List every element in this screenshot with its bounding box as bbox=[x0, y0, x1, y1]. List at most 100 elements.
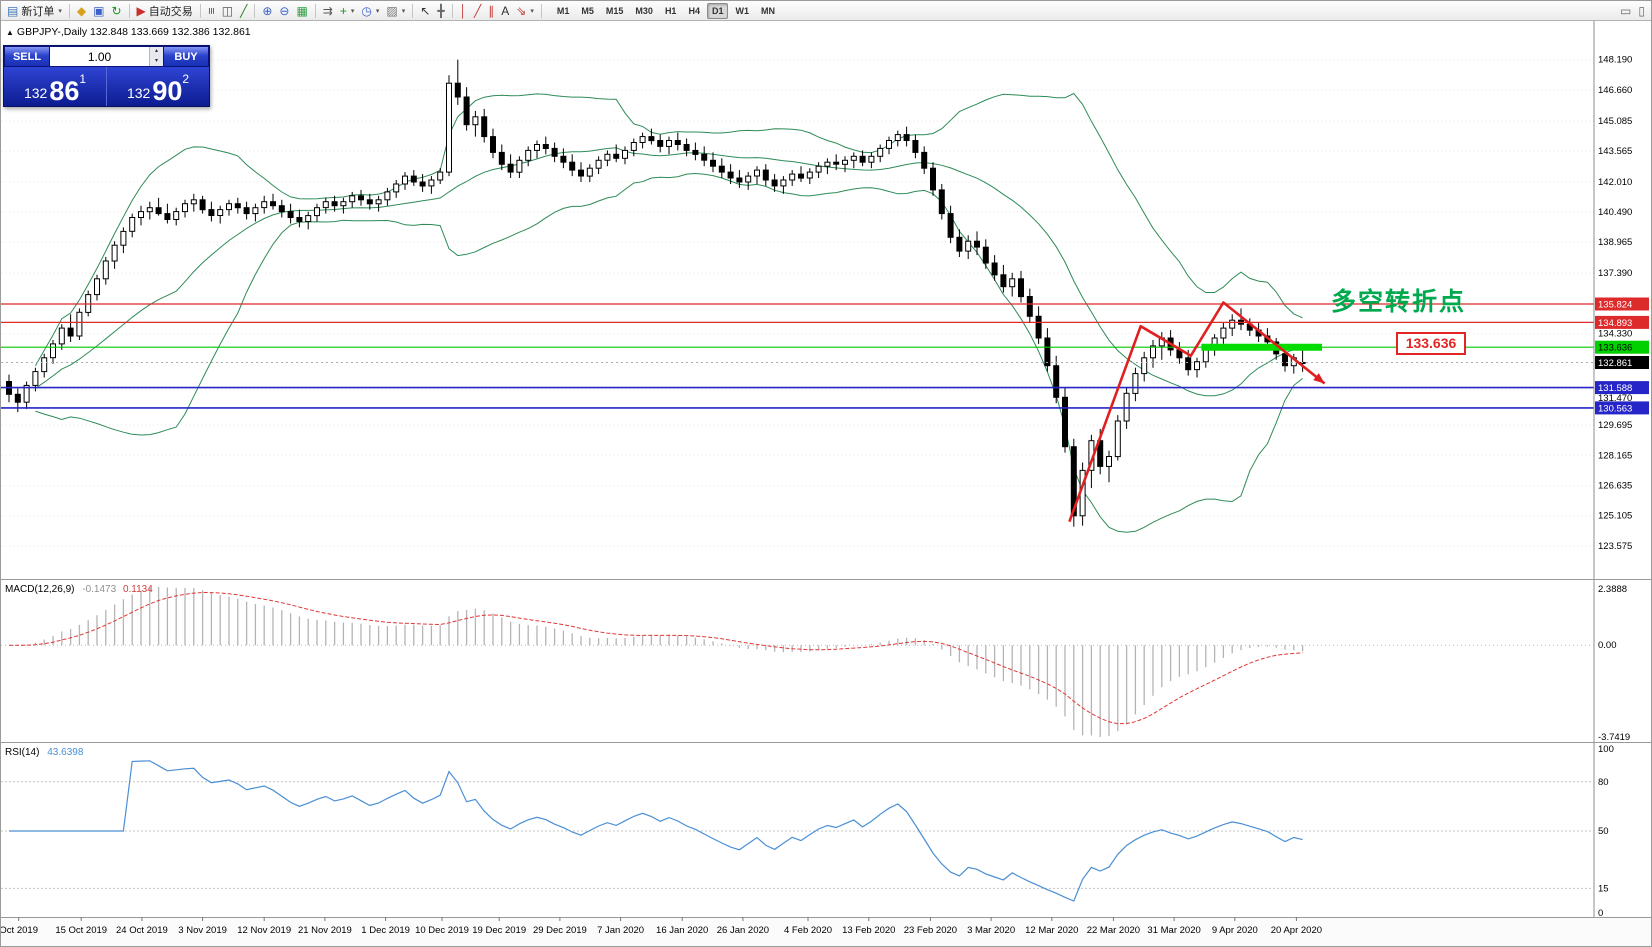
templates-button[interactable]: ▨ ▾ bbox=[383, 4, 408, 18]
chart-window-button[interactable]: ◆ bbox=[74, 4, 89, 18]
refresh-icon: ↻ bbox=[111, 3, 122, 18]
svg-text:15 Oct 2019: 15 Oct 2019 bbox=[55, 925, 107, 936]
dropdown-caret-icon: ▾ bbox=[401, 7, 406, 15]
timeframe-mn-button[interactable]: MN bbox=[760, 5, 775, 16]
autotrading-button-label: 自动交易 bbox=[148, 5, 193, 18]
price-tag bbox=[1595, 315, 1649, 329]
zoom-in-button[interactable]: ⊕ bbox=[259, 4, 275, 18]
svg-text:80: 80 bbox=[1598, 777, 1609, 788]
svg-text:4 Feb 2020: 4 Feb 2020 bbox=[784, 925, 832, 936]
svg-text:50: 50 bbox=[1598, 826, 1609, 837]
timeframe-m15-button[interactable]: M15 bbox=[605, 5, 624, 16]
timeframe-h1-button[interactable]: H1 bbox=[664, 5, 677, 16]
cursor-button[interactable]: ↖ bbox=[417, 4, 433, 18]
rsi-name: RSI(14) bbox=[5, 747, 40, 758]
channel-tool-button[interactable]: ∥ bbox=[485, 4, 497, 18]
svg-text:29 Dec 2019: 29 Dec 2019 bbox=[533, 925, 587, 936]
sell-button[interactable]: SELL bbox=[4, 46, 50, 67]
svg-text:133.636: 133.636 bbox=[1598, 343, 1632, 354]
price-tag bbox=[1595, 340, 1649, 354]
svg-text:130.563: 130.563 bbox=[1598, 403, 1632, 414]
candle-chart-button[interactable]: ◫ bbox=[219, 4, 236, 18]
timeframe-d1-button[interactable]: D1 bbox=[706, 2, 729, 19]
svg-text:135.824: 135.824 bbox=[1598, 300, 1632, 311]
macd-signal-value: 0.1134 bbox=[122, 584, 153, 595]
window-cascade-button[interactable]: ▭ bbox=[1617, 4, 1634, 18]
svg-text:10 Dec 2019: 10 Dec 2019 bbox=[415, 925, 469, 936]
candle-chart-icon: ◫ bbox=[221, 3, 234, 18]
timeframe-h4-button[interactable]: H4 bbox=[688, 5, 700, 16]
price-level-label[interactable]: 133.636 bbox=[1396, 332, 1466, 355]
line-chart-button[interactable]: ╱ bbox=[237, 4, 250, 18]
svg-text:123.575: 123.575 bbox=[1598, 541, 1632, 552]
svg-text:148.190: 148.190 bbox=[1598, 55, 1632, 66]
price-tag bbox=[1595, 381, 1649, 395]
timeframe-m1-button[interactable]: M1 bbox=[556, 5, 570, 16]
bollinger-bands bbox=[34, 92, 1303, 533]
svg-text:125.105: 125.105 bbox=[1598, 511, 1632, 522]
trend-arrow-head bbox=[1313, 373, 1325, 384]
sell-price-display[interactable]: 132 86 1 bbox=[4, 67, 106, 106]
svg-text:-3.7419: -3.7419 bbox=[1598, 732, 1630, 743]
bar-chart-icon: ≡ bbox=[204, 6, 219, 15]
window-tile-button[interactable]: ▯ bbox=[1635, 4, 1648, 18]
trendline-icon: ╱ bbox=[474, 3, 482, 18]
up-arrow-icon: ▲ bbox=[6, 28, 14, 37]
svg-text:138.965: 138.965 bbox=[1598, 237, 1632, 248]
buy-button[interactable]: BUY bbox=[163, 46, 209, 67]
svg-text:15: 15 bbox=[1598, 883, 1609, 894]
lot-size-input[interactable] bbox=[50, 47, 149, 66]
arrows-tool-button[interactable]: ⇘ ▾ bbox=[513, 4, 537, 18]
buy-price-display[interactable]: 132 90 2 bbox=[107, 67, 209, 106]
add-indicator-button[interactable]: + ▾ bbox=[337, 4, 358, 18]
timeframe-m30-button[interactable]: M30 bbox=[635, 5, 653, 16]
periods-button[interactable]: ◷ ▾ bbox=[358, 4, 382, 18]
bar-chart-button[interactable]: ≡ bbox=[204, 4, 219, 18]
svg-text:Oct 2019: Oct 2019 bbox=[1, 925, 38, 936]
toolbar-separator bbox=[540, 3, 542, 18]
toolbar-separator bbox=[254, 3, 256, 18]
text-tool-button[interactable]: A bbox=[498, 4, 512, 18]
timeframe-w1-button[interactable]: W1 bbox=[735, 5, 749, 16]
svg-text:0: 0 bbox=[1598, 908, 1603, 919]
sell-price-pips: 86 bbox=[49, 75, 80, 106]
svg-text:134.330: 134.330 bbox=[1598, 329, 1632, 340]
turning-point-annotation[interactable]: 多空转折点 bbox=[1331, 288, 1467, 316]
trendline-tool-button[interactable]: ╱ bbox=[471, 4, 484, 18]
rsi-value: 43.6398 bbox=[47, 747, 84, 758]
svg-text:19 Dec 2019: 19 Dec 2019 bbox=[472, 925, 526, 936]
lot-size-box: ▴ ▾ bbox=[50, 46, 163, 67]
svg-text:137.390: 137.390 bbox=[1598, 268, 1632, 279]
add-indicator-icon: + bbox=[339, 3, 347, 18]
svg-text:142.010: 142.010 bbox=[1598, 177, 1632, 188]
svg-text:7 Jan 2020: 7 Jan 2020 bbox=[597, 925, 644, 936]
new-order-button[interactable]: ▤ 新订单 ▾ bbox=[4, 2, 65, 20]
chart-canvas[interactable]: 148.190 146.660 145.085 143.565 142.010 140.4… bbox=[1, 21, 1651, 946]
svg-text:126.635: 126.635 bbox=[1598, 481, 1632, 492]
date-axis[interactable]: Oct 2019 15 Oct 2019 24 Oct 2019 3 Nov 2019… bbox=[1, 917, 1322, 936]
zoom-out-icon: ⊖ bbox=[279, 3, 290, 18]
refresh-button[interactable]: ↻ bbox=[108, 4, 124, 18]
dropdown-caret-icon: ▾ bbox=[530, 7, 534, 15]
autotrading-icon: ▶ bbox=[136, 3, 146, 18]
crosshair-button[interactable]: ╋ bbox=[434, 4, 447, 18]
svg-text:145.085: 145.085 bbox=[1598, 116, 1632, 127]
chart-shift-button[interactable]: ⇉ bbox=[320, 4, 336, 18]
svg-text:128.165: 128.165 bbox=[1598, 450, 1632, 461]
lot-decrease-button[interactable]: ▾ bbox=[154, 57, 158, 64]
macd-name: MACD(12,26,9) bbox=[5, 584, 75, 595]
grid-button[interactable]: ▦ bbox=[293, 4, 310, 18]
svg-text:21 Nov 2019: 21 Nov 2019 bbox=[298, 925, 352, 936]
autotrading-button[interactable]: ▶ 自动交易 bbox=[134, 2, 196, 20]
main-toolbar: ▤ 新订单 ▾ ◆ ▣ ↻ ▶ 自动交易 ≡ ◫ ╱ ⊕ ⊖ ▦ ⇉ + ▾ ◷ ▾ ▨ ▾ ↖ ╋ │ ╱ ∥ A ⇘ ▾ M1 M5 M1… bbox=[1, 1, 1651, 21]
lot-increase-button[interactable]: ▴ bbox=[154, 48, 158, 54]
trend-zigzag-line[interactable] bbox=[1068, 301, 1326, 523]
lot-steppers: ▴ ▾ bbox=[149, 47, 163, 66]
window-tile-icon: ▯ bbox=[1638, 3, 1645, 18]
zoom-out-button[interactable]: ⊖ bbox=[276, 4, 292, 18]
vline-tool-button[interactable]: │ bbox=[457, 4, 471, 18]
timeframe-m5-button[interactable]: M5 bbox=[581, 5, 594, 16]
price-axis[interactable]: 148.190 146.660 145.085 143.565 142.010 140.4… bbox=[1595, 55, 1649, 919]
profile-button[interactable]: ▣ bbox=[90, 4, 107, 18]
svg-text:26 Jan 2020: 26 Jan 2020 bbox=[717, 925, 769, 936]
